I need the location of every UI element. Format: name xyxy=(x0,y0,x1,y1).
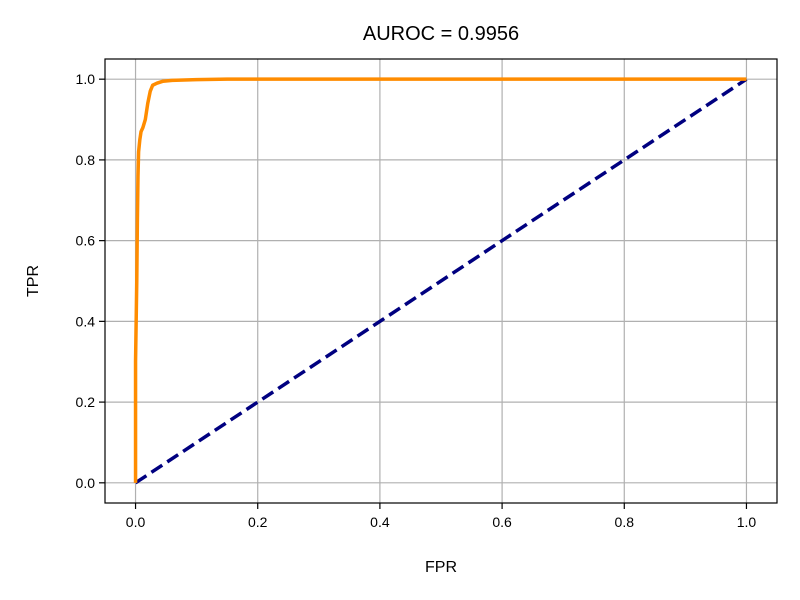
x-tick-label: 0.6 xyxy=(492,514,512,530)
y-tick-label: 0.2 xyxy=(76,394,96,410)
y-tick-label: 0.8 xyxy=(76,152,96,168)
y-tick-label: 0.6 xyxy=(76,233,96,249)
y-tick-label: 1.0 xyxy=(76,71,96,87)
x-tick-label: 1.0 xyxy=(737,514,757,530)
y-tick-label: 0.4 xyxy=(76,313,96,329)
x-tick-label: 0.0 xyxy=(126,514,146,530)
x-tick-label: 0.4 xyxy=(370,514,390,530)
x-tick-label: 0.2 xyxy=(248,514,268,530)
axes-frame xyxy=(104,58,778,504)
chart-title: AUROC = 0.9956 xyxy=(363,23,519,45)
roc-curve-line xyxy=(133,77,747,483)
y-axis-label: TPR xyxy=(25,265,42,297)
y-tick-label: 0.0 xyxy=(76,475,96,491)
series-group xyxy=(133,77,748,485)
chance-diagonal-line xyxy=(134,77,748,485)
ticks: 0.0 0.2 0.4 0.6 0.8 1.0 0.0 0.2 0.4 0.6 0.8 1.0 xyxy=(76,71,757,530)
x-axis-label: FPR xyxy=(425,559,457,576)
x-tick-label: 0.8 xyxy=(615,514,635,530)
